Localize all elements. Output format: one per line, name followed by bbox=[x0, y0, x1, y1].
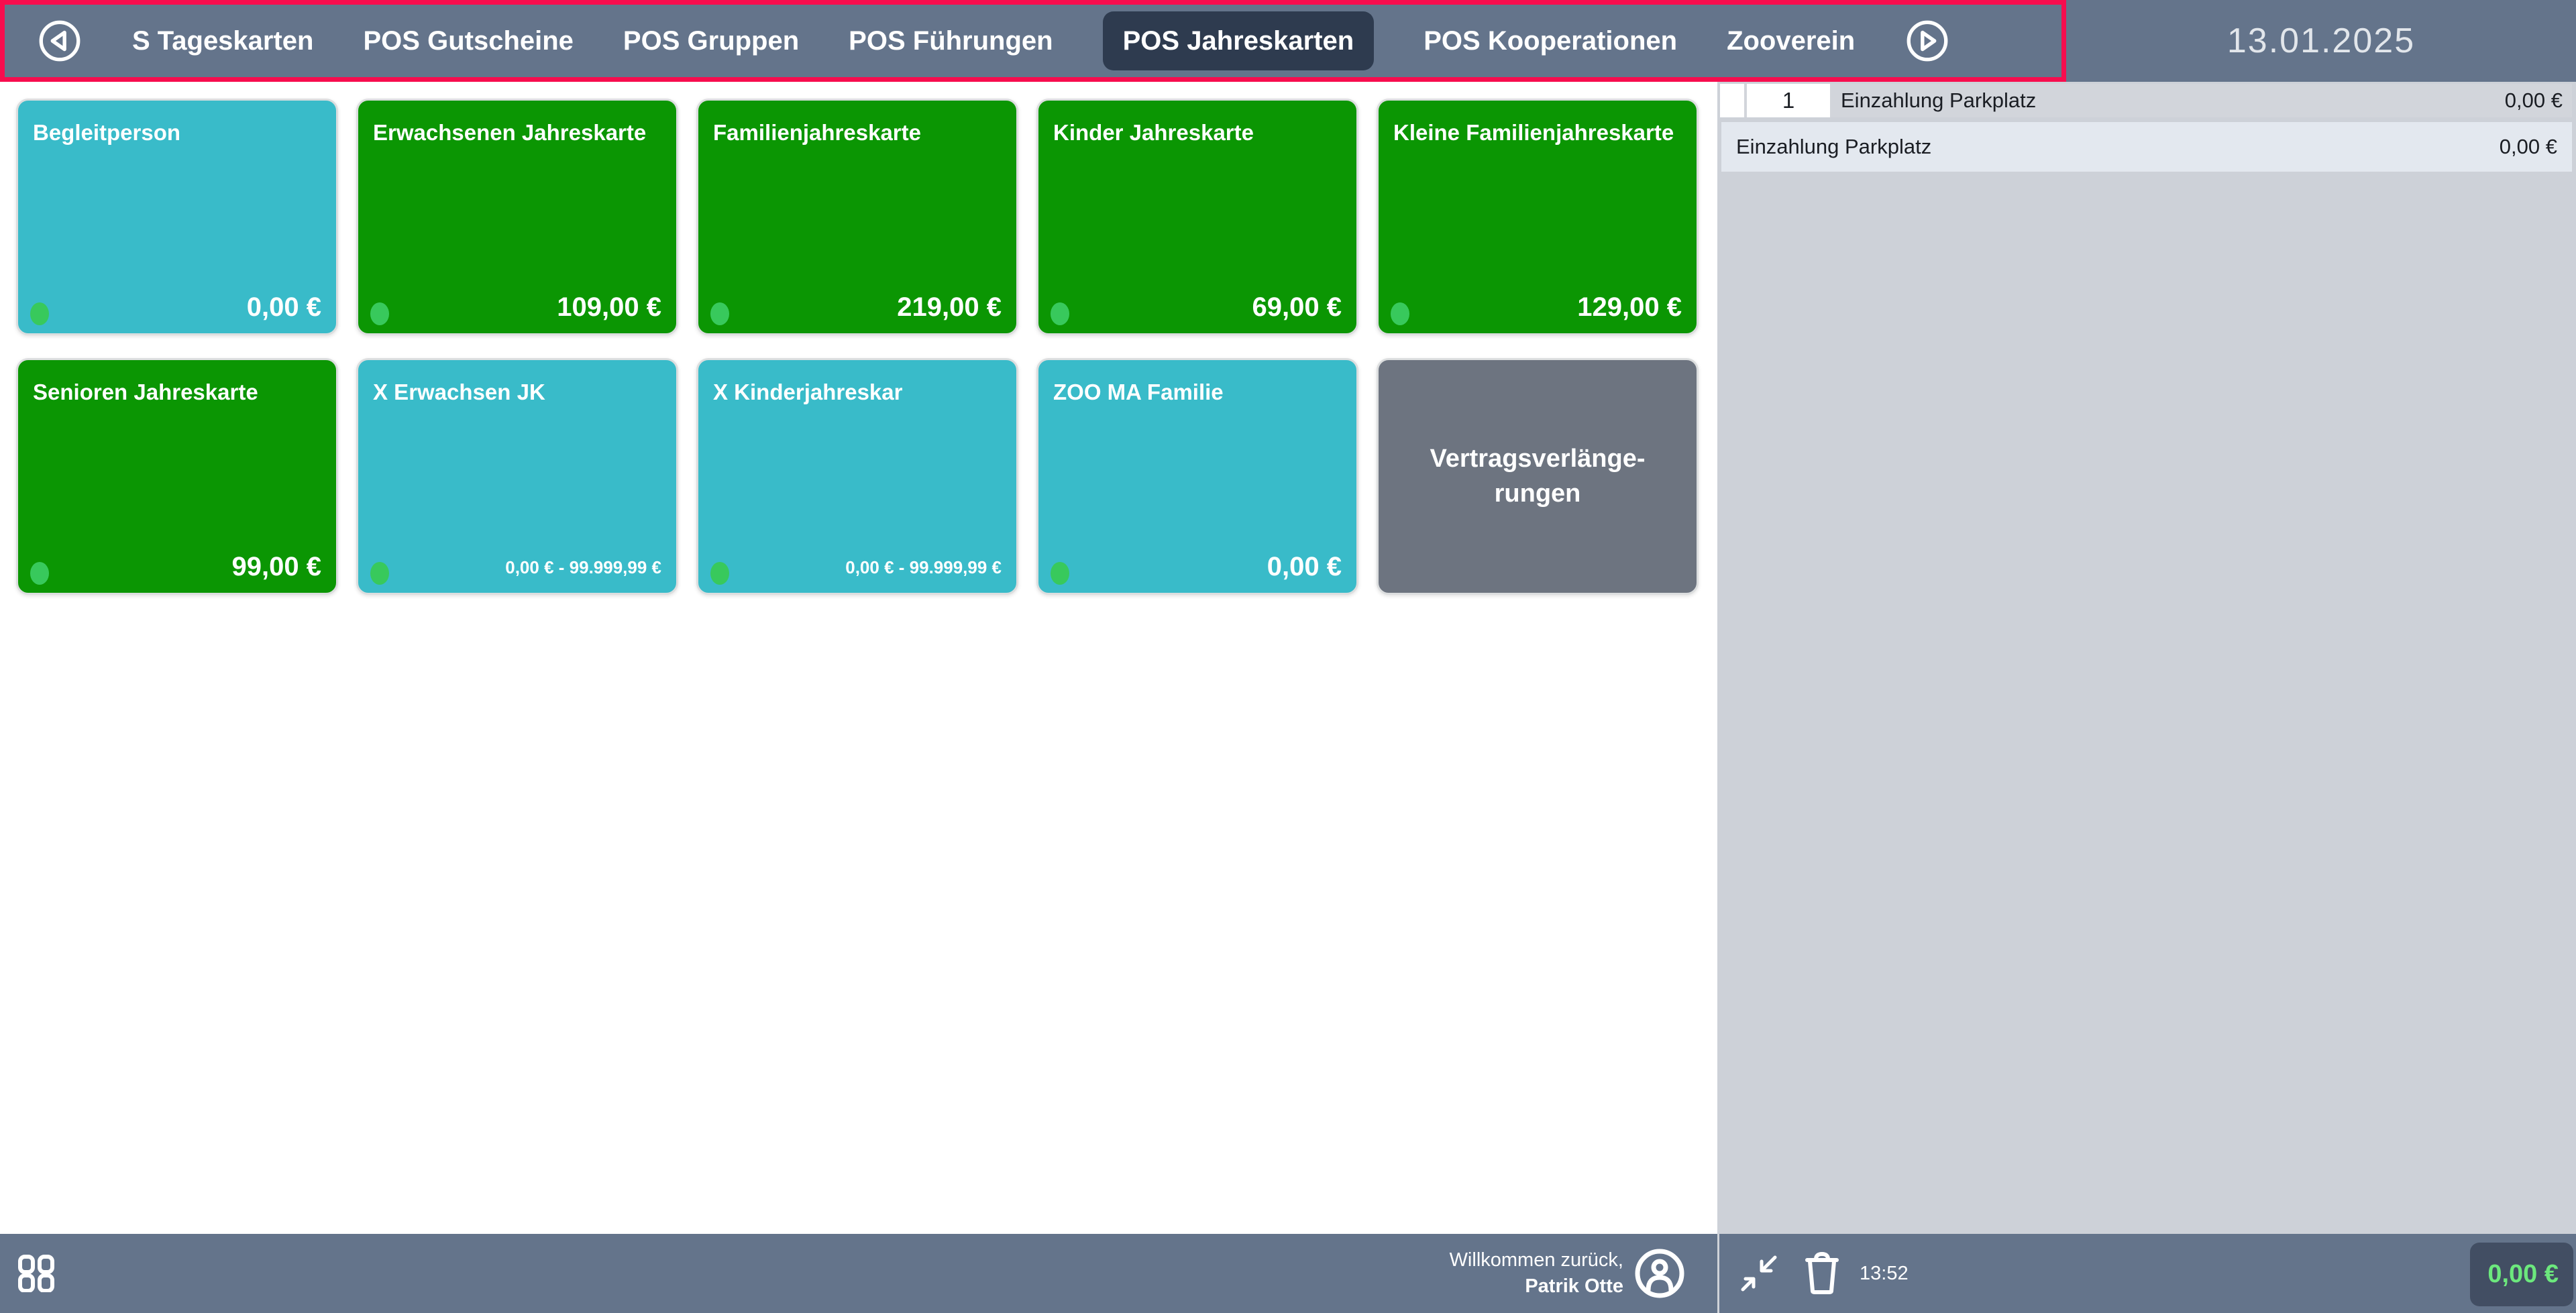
top-bar: S Tageskarten POS Gutscheine POS Gruppen… bbox=[0, 0, 2576, 82]
tile-title: Familienjahreskarte bbox=[713, 120, 921, 145]
status-dot-icon bbox=[710, 302, 729, 325]
status-dot-icon bbox=[30, 302, 49, 325]
cart-panel: 1 Einzahlung Parkplatz 0,00 € Einzahlung… bbox=[1717, 82, 2576, 1234]
tab-pos-gruppen[interactable]: POS Gruppen bbox=[623, 26, 800, 56]
tile-title: X Kinderjahreskar bbox=[713, 380, 903, 404]
clock: 13:52 bbox=[1860, 1262, 1909, 1284]
circle-arrow-right-icon bbox=[1904, 18, 1950, 64]
tile-price: 129,00 € bbox=[1577, 292, 1682, 322]
user-avatar-icon bbox=[1634, 1248, 1685, 1299]
tile-x-erwachsen-jk[interactable]: X Erwachsen JK 0,00 € - 99.999,99 € bbox=[356, 358, 678, 595]
tile-price: 69,00 € bbox=[1252, 292, 1342, 322]
status-dot-icon bbox=[710, 562, 729, 585]
user-avatar-button[interactable] bbox=[1634, 1248, 1685, 1299]
tile-title: Begleitperson bbox=[33, 120, 181, 145]
footer-bar: Willkommen zurück, Patrik Otte bbox=[0, 1234, 2576, 1313]
welcome-text: Willkommen zurück, Patrik Otte bbox=[1450, 1234, 1623, 1313]
tile-price: 219,00 € bbox=[897, 292, 1002, 322]
status-dot-icon bbox=[30, 562, 49, 585]
tab-pos-kooperationen[interactable]: POS Kooperationen bbox=[1424, 26, 1678, 56]
clear-cart-button[interactable] bbox=[1803, 1251, 1841, 1296]
user-name: Patrik Otte bbox=[1525, 1275, 1623, 1297]
tile-title: Senioren Jahreskarte bbox=[33, 380, 258, 404]
collapse-arrows-icon bbox=[1737, 1252, 1780, 1295]
tile-price-range: 0,00 € - 99.999,99 € bbox=[845, 557, 1002, 577]
apps-grid-button[interactable] bbox=[17, 1255, 55, 1292]
nav-back-button[interactable] bbox=[37, 18, 83, 64]
nav-tab-bar: S Tageskarten POS Gutscheine POS Gruppen… bbox=[0, 0, 2066, 82]
tile-zoo-ma-familie[interactable]: ZOO MA Familie 0,00 € bbox=[1036, 358, 1358, 595]
tile-x-kinderjahreskar[interactable]: X Kinderjahreskar 0,00 € - 99.999,99 € bbox=[696, 358, 1018, 595]
total-display: 0,00 € bbox=[2470, 1243, 2573, 1306]
tile-title: Vertragsverlänge- rungen bbox=[1430, 445, 1646, 508]
tile-title: Kinder Jahreskarte bbox=[1053, 120, 1254, 145]
tile-title: X Erwachsen JK bbox=[373, 380, 545, 404]
status-dot-icon bbox=[1391, 302, 1409, 325]
nav-forward-button[interactable] bbox=[1904, 18, 1950, 64]
cart-line-item[interactable]: 1 Einzahlung Parkplatz 0,00 € bbox=[1720, 84, 2572, 117]
tile-familienjahreskarte[interactable]: Familienjahreskarte 219,00 € bbox=[696, 99, 1018, 335]
tile-title: Kleine Familienjahreskarte bbox=[1393, 120, 1674, 145]
tile-price: 99,00 € bbox=[231, 552, 321, 581]
trash-icon bbox=[1803, 1251, 1841, 1296]
product-grid: Begleitperson 0,00 € Erwachsenen Jahresk… bbox=[16, 99, 1699, 595]
collapse-panel-button[interactable] bbox=[1737, 1252, 1780, 1295]
tile-price-range: 0,00 € - 99.999,99 € bbox=[505, 557, 661, 577]
quantity-spinner-cell[interactable] bbox=[1720, 84, 1744, 117]
quantity-value[interactable]: 1 bbox=[1747, 84, 1830, 117]
line-item-name: Einzahlung Parkplatz bbox=[1841, 89, 2037, 112]
tile-erwachsenen-jahreskarte[interactable]: Erwachsenen Jahreskarte 109,00 € bbox=[356, 99, 678, 335]
tile-title: Erwachsenen Jahreskarte bbox=[373, 120, 647, 145]
product-area: Begleitperson 0,00 € Erwachsenen Jahresk… bbox=[0, 82, 1717, 1234]
detail-row-price: 0,00 € bbox=[2499, 135, 2557, 158]
grid-icon bbox=[17, 1255, 55, 1292]
status-dot-icon bbox=[1051, 562, 1069, 585]
tile-title: ZOO MA Familie bbox=[1053, 380, 1224, 404]
tile-begleitperson[interactable]: Begleitperson 0,00 € bbox=[16, 99, 338, 335]
status-dot-icon bbox=[370, 562, 389, 585]
tile-price: 0,00 € bbox=[246, 292, 321, 322]
tile-price: 0,00 € bbox=[1267, 552, 1342, 581]
circle-arrow-left-icon bbox=[37, 18, 83, 64]
tile-kleine-familienjahreskarte[interactable]: Kleine Familienjahreskarte 129,00 € bbox=[1377, 99, 1699, 335]
tile-price: 109,00 € bbox=[557, 292, 661, 322]
detail-row-name: Einzahlung Parkplatz bbox=[1736, 135, 1932, 158]
tile-senioren-jahreskarte[interactable]: Senioren Jahreskarte 99,00 € bbox=[16, 358, 338, 595]
tab-s-tageskarten[interactable]: S Tageskarten bbox=[132, 26, 314, 56]
tab-pos-gutscheine[interactable]: POS Gutscheine bbox=[363, 26, 574, 56]
tab-pos-fuehrungen[interactable]: POS Führungen bbox=[849, 26, 1053, 56]
footer-divider bbox=[1717, 1234, 1719, 1313]
date-display: 13.01.2025 bbox=[2226, 21, 2416, 60]
tile-vertragsverlaengerungen[interactable]: Vertragsverlänge- rungen bbox=[1377, 358, 1699, 595]
status-dot-icon bbox=[370, 302, 389, 325]
welcome-line1: Willkommen zurück, bbox=[1449, 1249, 1623, 1271]
tab-pos-jahreskarten-active[interactable]: POS Jahreskarten bbox=[1102, 11, 1375, 70]
tile-kinder-jahreskarte[interactable]: Kinder Jahreskarte 69,00 € bbox=[1036, 99, 1358, 335]
tab-zooverein[interactable]: Zooverein bbox=[1727, 26, 1856, 56]
cart-detail-row[interactable]: Einzahlung Parkplatz 0,00 € bbox=[1721, 122, 2572, 172]
status-dot-icon bbox=[1051, 302, 1069, 325]
line-item-price: 0,00 € bbox=[2504, 89, 2563, 112]
